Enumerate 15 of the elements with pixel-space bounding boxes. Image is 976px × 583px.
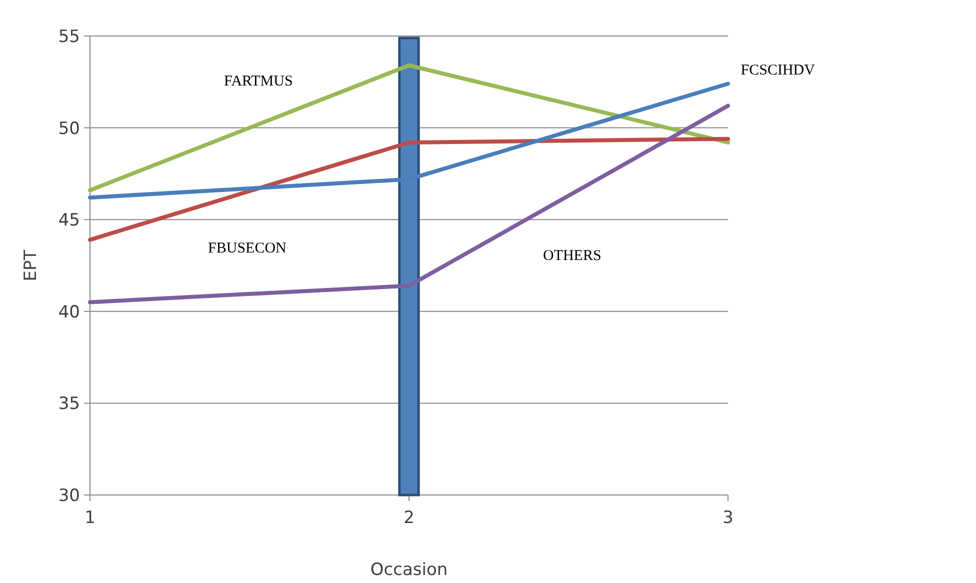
x-tick-label: 3: [722, 508, 734, 528]
text: FBUSECON: [208, 240, 287, 257]
y-tick-label: 50: [58, 118, 80, 139]
y-tick-label: 45: [58, 210, 80, 231]
x-tick-label: 2: [404, 508, 414, 528]
y-tick-label: 35: [58, 394, 80, 414]
y-tick-label: 55: [58, 26, 80, 47]
series-label: FARTMUS: [224, 74, 293, 90]
series-label: FCSCIHDV: [740, 62, 816, 79]
y-tick-label: 40: [58, 302, 80, 322]
x-tick-label: 1: [84, 508, 96, 528]
text: OTHERS: [542, 248, 602, 264]
y-tick-label: 30: [58, 486, 80, 506]
y-axis-title: EPT: [21, 249, 41, 282]
x-axis-title: Occasion: [370, 560, 448, 580]
